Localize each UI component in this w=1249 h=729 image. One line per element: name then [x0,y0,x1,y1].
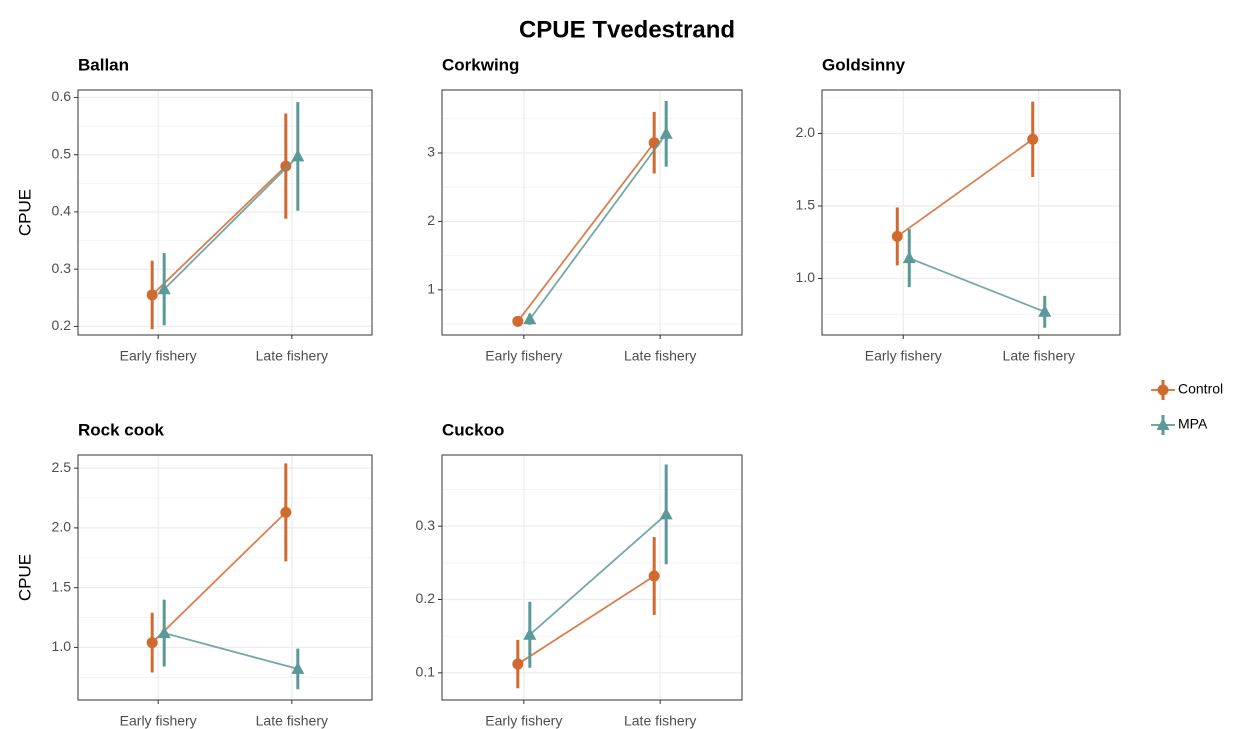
x-tick-label: Late fishery [256,713,328,729]
panel-border [77,89,373,336]
panel: 1.0 1.5 2.0 Early fishery Late fishery Goldsi… [796,55,1121,364]
x-tick-label: Late fishery [624,713,696,729]
point [157,282,171,295]
panel-title: Goldsinny [822,55,906,74]
panel: 0.1 0.2 0.3 Early fishery Late fishery Cuckoo [416,420,743,729]
point [280,506,292,518]
point [157,626,171,639]
y-tick-label: 1.5 [796,197,816,213]
point [291,661,305,674]
y-tick-label: 1.0 [52,638,72,654]
x-tick-label: Late fishery [624,348,696,364]
panel-title: Corkwing [442,55,519,74]
x-tick-label: Early fishery [485,348,562,364]
point [648,570,660,582]
panel-title: Rock cook [78,420,165,439]
panel-background [442,455,742,700]
legend-marker [1156,418,1170,430]
x-tick-label: Late fishery [1003,348,1075,364]
y-tick-label: 0.4 [52,203,72,219]
y-tick-label: 1.5 [52,578,72,594]
point [1027,133,1039,145]
panel-border [441,454,743,701]
series-line [908,257,1046,313]
y-tick-label: 2.5 [52,459,72,475]
y-tick-label: 0.1 [416,664,436,680]
point [891,230,903,242]
panel: 0.2 0.3 0.4 0.5 0.6 Early fishery Late fishery… [15,55,373,364]
panel-background [78,455,372,700]
point [280,160,292,172]
panel: 1.0 1.5 2.0 2.5 Early fishery Late fishery Roc… [15,420,373,729]
series-line [151,511,287,644]
point [512,315,524,327]
y-tick-label: 0.2 [52,317,72,333]
y-tick-label: 2.0 [796,124,816,140]
series-line [163,632,299,670]
x-tick-label: Early fishery [865,348,942,364]
legend: Control MPA [1151,380,1223,435]
y-axis-label: CPUE [15,554,34,601]
point [291,149,305,162]
y-tick-label: 2 [427,212,435,228]
series-line [529,133,667,320]
point [523,312,537,325]
panel-border [77,454,373,701]
series-line [517,142,655,322]
point [1038,304,1052,317]
y-tick-label: 0.3 [416,517,436,533]
point [512,658,524,670]
figure-title: CPUE Tvedestrand [519,16,735,43]
legend-marker [1157,384,1169,396]
point [659,126,673,139]
panels: 0.2 0.3 0.4 0.5 0.6 Early fishery Late fishery… [15,55,1121,729]
y-tick-label: 3 [427,144,435,160]
panel-background [822,90,1120,335]
point [648,137,660,149]
series-line [529,513,667,636]
y-tick-label: 1.0 [796,269,816,285]
point [902,251,916,264]
point [146,289,158,301]
y-tick-label: 1 [427,281,435,297]
y-tick-label: 0.3 [52,260,72,276]
x-tick-label: Early fishery [120,348,197,364]
point [523,627,537,640]
point [146,637,158,649]
panel-border [821,89,1121,336]
x-tick-label: Late fishery [256,348,328,364]
series-line [896,138,1034,238]
point [659,507,673,520]
legend-label: MPA [1178,416,1208,432]
y-tick-label: 0.6 [52,88,72,104]
y-tick-label: 0.2 [416,590,436,606]
series-line [517,575,655,665]
y-axis-label: CPUE [15,189,34,236]
panel-background [442,90,742,335]
legend-label: Control [1178,381,1223,397]
panel-title: Cuckoo [442,420,504,439]
panel-border [441,89,743,336]
y-tick-label: 2.0 [52,519,72,535]
x-tick-label: Early fishery [485,713,562,729]
panel: 1 2 3 Early fishery Late fishery Corkwing [427,55,743,364]
x-tick-label: Early fishery [120,713,197,729]
y-tick-label: 0.5 [52,145,72,161]
series-line [151,165,287,296]
series-line [163,155,299,290]
panel-title: Ballan [78,55,129,74]
